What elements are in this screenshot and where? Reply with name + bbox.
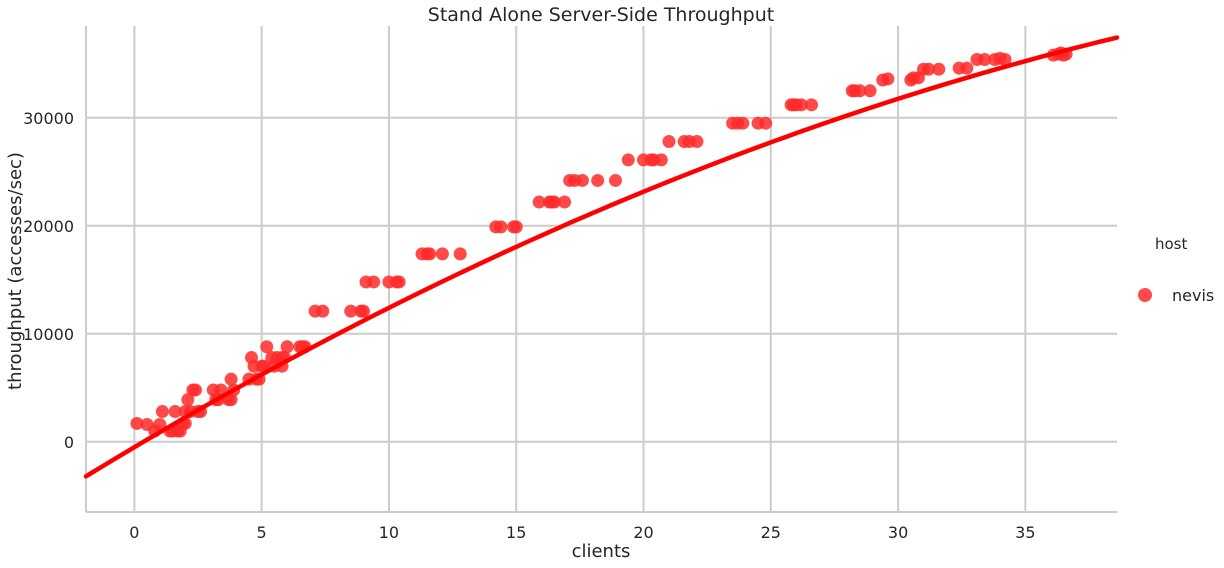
data-point — [853, 84, 867, 98]
x-axis-label: clients — [572, 541, 631, 562]
data-point — [260, 340, 274, 354]
data-point — [794, 98, 808, 112]
scatter-points — [130, 46, 1073, 438]
x-tick-label: 20 — [633, 523, 653, 542]
data-point — [494, 220, 508, 234]
chart-title: Stand Alone Server-Side Throughput — [428, 4, 774, 26]
data-point — [356, 304, 370, 318]
x-tick-label: 10 — [379, 523, 399, 542]
data-point — [998, 52, 1012, 66]
data-point — [881, 72, 895, 86]
data-point — [863, 84, 877, 98]
data-point — [591, 173, 605, 187]
data-point — [547, 195, 561, 209]
data-point — [392, 275, 406, 289]
data-point — [922, 62, 936, 76]
grid — [86, 26, 1117, 512]
y-tick-label: 10000 — [23, 325, 74, 344]
data-point — [736, 116, 750, 130]
x-tick-label: 0 — [129, 523, 139, 542]
data-point — [805, 98, 819, 112]
data-point — [453, 247, 467, 261]
x-tick-label: 25 — [761, 523, 781, 542]
data-point — [344, 304, 358, 318]
y-axis-label: throughput (accesses/sec) — [5, 152, 26, 390]
data-point — [435, 247, 449, 261]
x-axis-ticks: 0 5 10 15 20 25 30 35 — [129, 523, 1035, 542]
x-tick-label: 35 — [1015, 523, 1035, 542]
legend-marker-nevis — [1138, 288, 1152, 302]
fit-curve — [83, 35, 1120, 479]
data-point — [130, 416, 144, 430]
data-point — [978, 52, 992, 66]
legend-label-nevis: nevis — [1172, 286, 1214, 305]
data-point — [181, 393, 195, 407]
data-point — [654, 153, 668, 167]
data-point — [280, 340, 294, 354]
legend-title: host — [1155, 235, 1187, 253]
data-point — [423, 247, 437, 261]
regression-line — [83, 35, 1120, 479]
x-tick-label: 5 — [257, 523, 267, 542]
data-point — [188, 383, 202, 397]
data-point — [224, 393, 238, 407]
data-point — [224, 372, 238, 386]
data-point — [155, 405, 169, 419]
legend: host nevis — [1138, 235, 1214, 305]
data-point — [168, 405, 182, 419]
data-point — [960, 61, 974, 75]
y-tick-label: 0 — [64, 433, 74, 452]
data-point — [575, 173, 589, 187]
data-point — [367, 275, 381, 289]
data-point — [690, 135, 704, 149]
x-tick-label: 30 — [888, 523, 908, 542]
data-point — [316, 304, 330, 318]
axes-spines — [85, 26, 1117, 513]
data-point — [532, 195, 546, 209]
data-point — [662, 135, 676, 149]
y-axis-ticks: 0 10000 20000 30000 — [23, 109, 74, 452]
data-point — [932, 62, 946, 76]
y-tick-label: 30000 — [23, 109, 74, 128]
data-point — [621, 153, 635, 167]
data-point — [759, 116, 773, 130]
x-tick-label: 15 — [506, 523, 526, 542]
data-point — [558, 195, 572, 209]
data-point — [509, 220, 523, 234]
data-point — [609, 173, 623, 187]
y-tick-label: 20000 — [23, 217, 74, 236]
